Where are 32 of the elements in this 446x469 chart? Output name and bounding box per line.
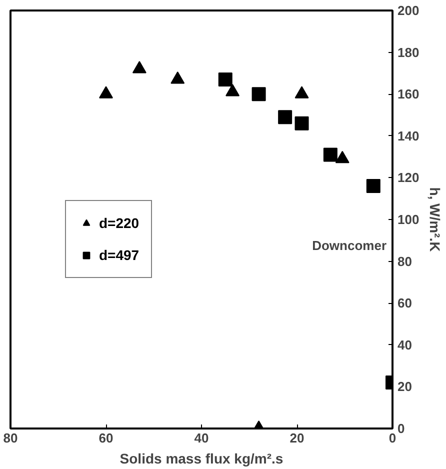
x-axis-title: Solids mass flux kg/m².s	[120, 450, 284, 466]
point	[323, 148, 338, 162]
point	[294, 86, 309, 98]
y-tick-label: 140	[398, 128, 420, 144]
y-tick-label: 80	[398, 254, 412, 269]
y-tick-label: 60	[398, 296, 412, 311]
y-tick-label: 20	[398, 379, 412, 394]
y-tick-label: 100	[398, 212, 420, 227]
point	[218, 72, 232, 86]
point	[335, 150, 350, 164]
y-tick-label: 0	[398, 421, 405, 436]
y-axis-title: h, W/m².K	[427, 187, 444, 252]
point	[366, 179, 380, 194]
y-tick-label: 120	[398, 170, 420, 186]
legend-label: d=497	[99, 247, 140, 263]
y-tick-label: 40	[398, 337, 412, 352]
point	[294, 116, 309, 130]
annotation: Downcomer	[312, 238, 387, 253]
x-tick-label: 40	[194, 430, 209, 446]
point	[132, 61, 146, 74]
point	[99, 86, 113, 98]
point	[252, 87, 266, 102]
y-tick-label: 200	[398, 3, 420, 18]
point	[170, 71, 185, 84]
y-tick-label: 160	[398, 86, 420, 102]
x-tick-label: 60	[98, 430, 114, 446]
point	[226, 84, 240, 96]
x-tick-label: 20	[290, 430, 304, 446]
y-tick-label: 180	[398, 44, 420, 60]
x-tick-label: 80	[3, 430, 18, 446]
legend-label: d=220	[99, 215, 140, 231]
point	[278, 110, 292, 124]
